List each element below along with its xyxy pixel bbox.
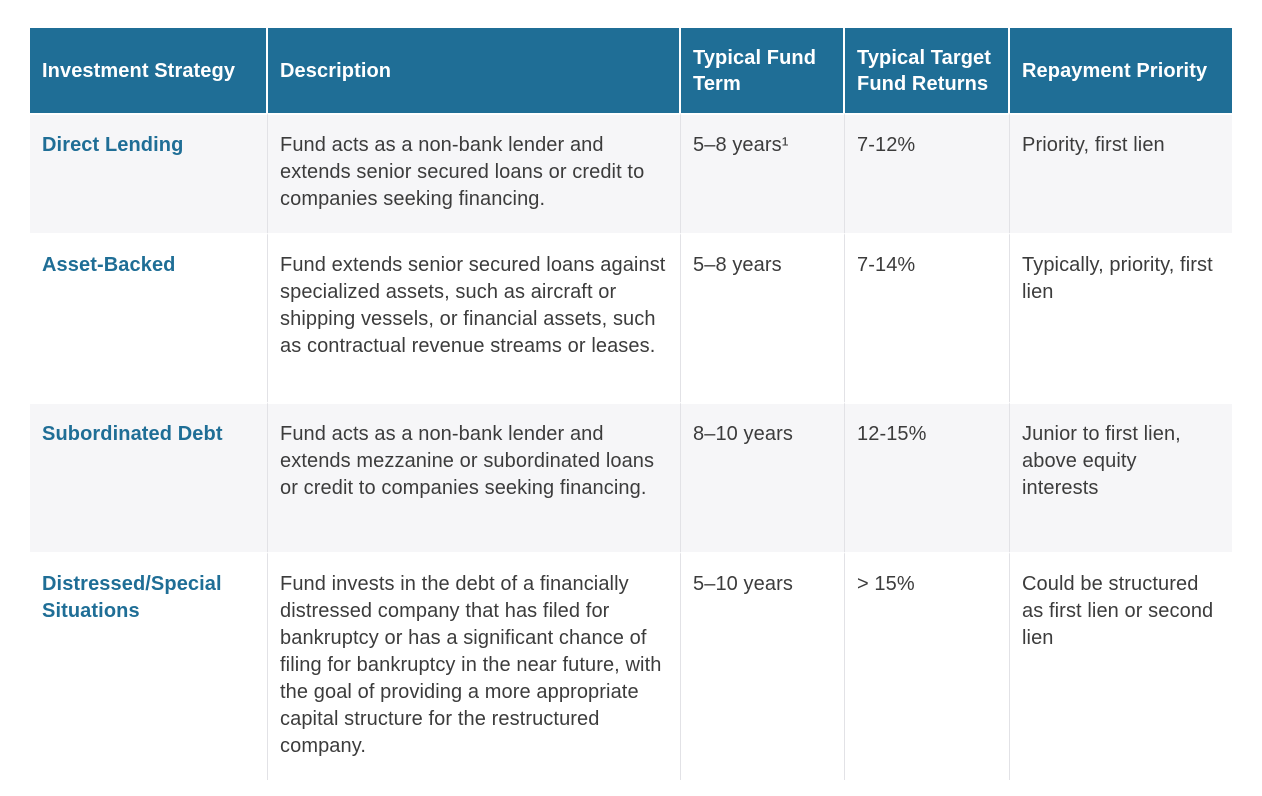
description-cell: Fund invests in the debt of a financiall…: [268, 552, 681, 780]
strategy-link[interactable]: Asset-Backed: [42, 254, 176, 276]
target-returns-cell: 7-14%: [845, 233, 1010, 402]
header-typical-target-fund-returns: Typical Target Fund Returns: [845, 28, 1010, 113]
header-investment-strategy: Investment Strategy: [30, 28, 268, 113]
description-cell: Fund acts as a non-bank lender and exten…: [268, 402, 681, 552]
strategy-link[interactable]: Direct Lending: [42, 134, 184, 156]
table-row-subordinated-debt: Subordinated Debt Fund acts as a non-ban…: [30, 402, 1232, 552]
repayment-priority-cell: Junior to first lien, above equity inter…: [1010, 402, 1232, 552]
table-row-distressed-special-situations: Distressed/Special Situations Fund inves…: [30, 552, 1232, 780]
investment-strategies-table: Investment Strategy Description Typical …: [30, 28, 1232, 780]
repayment-priority-cell: Typically, priority, first lien: [1010, 233, 1232, 402]
header-repayment-priority: Repayment Priority: [1010, 28, 1232, 113]
table-row-asset-backed: Asset-Backed Fund extends senior secured…: [30, 233, 1232, 402]
fund-term-cell: 5–8 years: [681, 233, 845, 402]
table-header: Investment Strategy Description Typical …: [30, 28, 1232, 113]
repayment-priority-cell: Priority, first lien: [1010, 113, 1232, 233]
strategy-cell: Asset-Backed: [30, 233, 268, 402]
strategy-link[interactable]: Subordinated Debt: [42, 423, 223, 445]
strategy-link[interactable]: Distressed/Special Situations: [42, 573, 222, 622]
fund-term-cell: 5–10 years: [681, 552, 845, 780]
repayment-priority-cell: Could be structured as first lien or sec…: [1010, 552, 1232, 780]
fund-term-cell: 8–10 years: [681, 402, 845, 552]
strategy-cell: Direct Lending: [30, 113, 268, 233]
target-returns-cell: > 15%: [845, 552, 1010, 780]
description-cell: Fund extends senior secured loans agains…: [268, 233, 681, 402]
header-row: Investment Strategy Description Typical …: [30, 28, 1232, 113]
fund-term-cell: 5–8 years¹: [681, 113, 845, 233]
header-description: Description: [268, 28, 681, 113]
description-cell: Fund acts as a non-bank lender and exten…: [268, 113, 681, 233]
strategy-cell: Subordinated Debt: [30, 402, 268, 552]
header-typical-fund-term: Typical Fund Term: [681, 28, 845, 113]
target-returns-cell: 7-12%: [845, 113, 1010, 233]
table-row-direct-lending: Direct Lending Fund acts as a non-bank l…: [30, 113, 1232, 233]
target-returns-cell: 12-15%: [845, 402, 1010, 552]
table-body: Direct Lending Fund acts as a non-bank l…: [30, 113, 1232, 780]
strategy-cell: Distressed/Special Situations: [30, 552, 268, 780]
